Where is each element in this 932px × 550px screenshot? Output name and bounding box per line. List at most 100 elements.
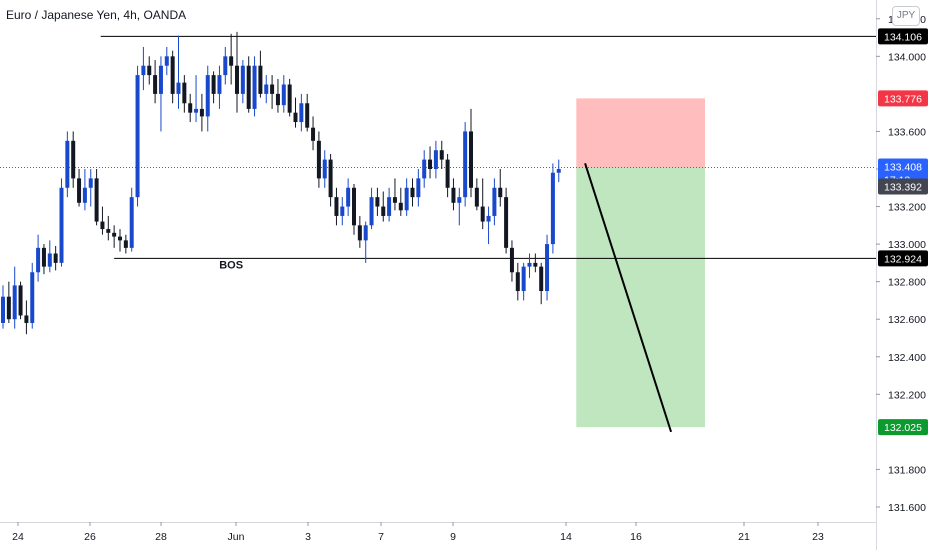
candle[interactable] bbox=[100, 221, 105, 230]
candle[interactable] bbox=[352, 187, 356, 226]
candle[interactable] bbox=[12, 285, 17, 320]
candle[interactable] bbox=[164, 56, 169, 66]
candle[interactable] bbox=[504, 197, 509, 248]
candle[interactable] bbox=[229, 56, 234, 66]
candle[interactable] bbox=[463, 131, 468, 198]
candle[interactable] bbox=[404, 187, 409, 211]
candle[interactable] bbox=[328, 159, 333, 198]
candle[interactable] bbox=[240, 65, 245, 94]
candle[interactable] bbox=[199, 108, 204, 117]
candle[interactable] bbox=[439, 150, 444, 160]
candle[interactable] bbox=[30, 272, 35, 323]
candle[interactable] bbox=[474, 187, 479, 207]
candle[interactable] bbox=[1, 296, 5, 323]
candle[interactable] bbox=[158, 65, 163, 94]
candle[interactable] bbox=[381, 206, 386, 216]
candle[interactable] bbox=[53, 253, 58, 263]
candle[interactable] bbox=[147, 65, 152, 76]
candle[interactable] bbox=[77, 178, 82, 203]
candle[interactable] bbox=[527, 262, 532, 267]
candle[interactable] bbox=[392, 197, 397, 203]
candle[interactable] bbox=[194, 108, 199, 113]
candle[interactable] bbox=[311, 127, 316, 141]
candle[interactable] bbox=[515, 272, 520, 292]
candle[interactable] bbox=[264, 84, 269, 94]
stop-zone[interactable] bbox=[576, 98, 705, 168]
candle[interactable] bbox=[211, 75, 216, 94]
candle[interactable] bbox=[340, 206, 345, 216]
candle[interactable] bbox=[416, 178, 421, 198]
candle[interactable] bbox=[322, 159, 327, 179]
candle[interactable] bbox=[71, 140, 76, 179]
candle[interactable] bbox=[363, 225, 368, 241]
candle[interactable] bbox=[205, 75, 210, 117]
currency-button[interactable]: JPY bbox=[892, 6, 920, 26]
candle[interactable] bbox=[387, 197, 392, 216]
candle[interactable] bbox=[176, 82, 181, 94]
candle[interactable] bbox=[486, 215, 491, 222]
candle[interactable] bbox=[153, 75, 158, 94]
candle[interactable] bbox=[469, 131, 473, 188]
candle[interactable] bbox=[433, 150, 438, 169]
candle[interactable] bbox=[94, 178, 99, 222]
candle[interactable] bbox=[509, 247, 514, 273]
candle[interactable] bbox=[492, 187, 497, 216]
candle[interactable] bbox=[129, 197, 134, 248]
candle[interactable] bbox=[223, 56, 228, 76]
candle[interactable] bbox=[59, 187, 64, 263]
candle[interactable] bbox=[545, 244, 550, 292]
candle[interactable] bbox=[428, 159, 433, 169]
candle[interactable] bbox=[118, 236, 122, 241]
candle[interactable] bbox=[533, 262, 538, 267]
candle[interactable] bbox=[346, 187, 351, 207]
candle[interactable] bbox=[246, 65, 251, 109]
candle[interactable] bbox=[88, 178, 93, 188]
candle[interactable] bbox=[357, 225, 362, 241]
candle[interactable] bbox=[235, 65, 239, 94]
candle[interactable] bbox=[451, 187, 456, 203]
candle[interactable] bbox=[334, 197, 339, 216]
candle[interactable] bbox=[188, 103, 193, 113]
candle[interactable] bbox=[170, 56, 175, 94]
candle[interactable] bbox=[41, 247, 46, 267]
candle[interactable] bbox=[47, 253, 52, 267]
candle[interactable] bbox=[539, 266, 544, 292]
candle[interactable] bbox=[556, 168, 561, 173]
candle[interactable] bbox=[445, 159, 450, 188]
candle[interactable] bbox=[287, 84, 292, 113]
candle[interactable] bbox=[141, 65, 146, 76]
candle[interactable] bbox=[398, 202, 403, 211]
candle[interactable] bbox=[316, 140, 321, 179]
candle[interactable] bbox=[305, 103, 310, 128]
candle[interactable] bbox=[375, 197, 380, 207]
candle[interactable] bbox=[480, 206, 485, 222]
candle[interactable] bbox=[65, 140, 70, 188]
candle[interactable] bbox=[252, 65, 257, 109]
candle[interactable] bbox=[112, 232, 117, 237]
candle[interactable] bbox=[498, 187, 503, 198]
candle[interactable] bbox=[82, 187, 87, 203]
candle[interactable] bbox=[281, 84, 286, 106]
candle[interactable] bbox=[6, 296, 11, 320]
candle[interactable] bbox=[36, 247, 41, 273]
candle[interactable] bbox=[521, 266, 526, 292]
candle[interactable] bbox=[18, 285, 23, 316]
candle[interactable] bbox=[24, 315, 29, 323]
target-zone[interactable] bbox=[576, 167, 705, 428]
candle[interactable] bbox=[182, 82, 187, 104]
candle[interactable] bbox=[258, 65, 263, 94]
candle[interactable] bbox=[270, 84, 275, 94]
candle[interactable] bbox=[369, 197, 374, 226]
candle[interactable] bbox=[293, 112, 298, 123]
candle[interactable] bbox=[410, 187, 415, 198]
candle[interactable] bbox=[123, 240, 128, 248]
candle[interactable] bbox=[275, 93, 280, 106]
candle[interactable] bbox=[299, 103, 304, 123]
candle[interactable] bbox=[135, 75, 140, 198]
candle[interactable] bbox=[422, 159, 427, 179]
candle[interactable] bbox=[550, 172, 555, 245]
projection-line[interactable] bbox=[584, 163, 673, 433]
candle[interactable] bbox=[457, 197, 462, 203]
candle[interactable] bbox=[217, 75, 222, 94]
